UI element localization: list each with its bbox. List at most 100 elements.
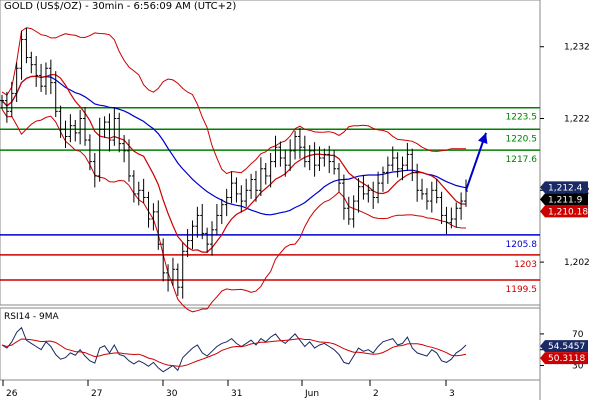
price-bar — [180, 242, 185, 299]
level-label: 1199.5 — [506, 285, 538, 295]
price-bar — [258, 157, 263, 197]
price-bar — [175, 263, 180, 296]
price-bar — [126, 139, 131, 182]
price-bar — [332, 150, 337, 175]
price-bar — [166, 264, 171, 292]
price-bar — [420, 178, 425, 200]
price-bar — [351, 195, 356, 228]
chart-frame — [0, 0, 541, 400]
price-bar — [327, 145, 332, 174]
price-bar — [400, 156, 405, 181]
rsi-line — [1, 326, 467, 373]
price-bar — [454, 202, 459, 228]
price-bar — [122, 135, 127, 163]
price-bar — [415, 163, 420, 202]
price-bar — [112, 107, 117, 146]
price-bar — [361, 175, 366, 200]
price-bar — [376, 171, 381, 204]
price-bar — [24, 28, 29, 64]
price-bar — [273, 135, 278, 168]
price-bar — [385, 156, 390, 184]
moving-average-line — [1, 74, 467, 253]
price-bar — [4, 91, 9, 123]
date-tick-label: 3 — [449, 389, 455, 399]
chart-title: GOLD (US$/OZ) - 30min - 6:56:09 AM (UTC+… — [4, 1, 237, 12]
price-tags: 1,212.4 1,211.9 1,210.18 — [540, 181, 588, 218]
projection-line — [465, 132, 487, 191]
price-bar — [97, 117, 102, 182]
moving-averages — [1, 74, 467, 253]
price-bar — [366, 184, 371, 203]
level-label: 1223.5 — [506, 113, 538, 123]
projection-arrowhead — [477, 132, 488, 144]
support-resistance-levels: 1223.5 1220.5 1217.6 1205.8 1203 1199.5 — [0, 106, 540, 295]
price-bar — [14, 62, 19, 102]
price-tag: 1,210.18 — [540, 205, 588, 218]
level-label: 1203 — [514, 260, 537, 270]
price-bar — [78, 109, 83, 145]
price-bar — [29, 51, 34, 74]
price-bar — [459, 192, 464, 220]
level-label: 1217.6 — [506, 155, 538, 165]
price-bar — [214, 203, 219, 236]
price-bar — [195, 206, 200, 238]
price-bar — [253, 170, 258, 202]
price-bar — [73, 119, 78, 142]
price-tag: 1,211.9 — [540, 193, 588, 206]
price-bar — [34, 56, 39, 87]
price-bar — [297, 127, 302, 159]
price-bar — [380, 166, 385, 192]
price-bar — [190, 220, 195, 250]
price-bar — [307, 145, 312, 171]
price-bar — [63, 120, 68, 148]
price-bar — [87, 134, 92, 171]
price-bar — [92, 152, 97, 188]
price-bar — [410, 148, 415, 181]
price-bar — [185, 229, 190, 258]
price-bar — [205, 227, 210, 253]
level-label: 1220.5 — [506, 134, 538, 144]
price-bar — [102, 116, 107, 138]
price-bar — [170, 257, 175, 286]
price-bar — [210, 221, 215, 256]
price-bar — [68, 114, 73, 143]
price-bar — [449, 207, 454, 229]
price-bar — [219, 198, 224, 225]
price-bar — [288, 139, 293, 171]
price-bar — [337, 163, 342, 192]
price-bar — [390, 146, 395, 171]
price-bar — [268, 152, 273, 188]
price-bar — [371, 181, 376, 209]
price-bar — [293, 130, 298, 160]
price-bar — [43, 62, 48, 95]
price-tick-label: 1,202 — [564, 258, 590, 268]
price-tick-label: 1,222 — [564, 115, 590, 125]
price-bar — [151, 203, 156, 231]
price-bar — [141, 178, 146, 204]
date-tick-label: 30 — [166, 389, 178, 399]
level-label: 1205.8 — [506, 240, 538, 250]
price-bar — [0, 94, 4, 110]
price-bars — [0, 28, 468, 299]
rsi-title: RSI14 - 9MA — [4, 312, 59, 322]
price-bar — [200, 203, 205, 240]
price-bar — [53, 71, 58, 118]
price-bar — [429, 181, 434, 213]
rsi-tick-label: 30 — [572, 362, 584, 372]
price-bar — [83, 107, 88, 146]
rsi-tag-label: 54.5457 — [548, 342, 585, 352]
price-bar — [312, 142, 317, 177]
price-bar — [131, 170, 136, 203]
rsi-ma-line — [1, 338, 467, 367]
price-bar — [283, 149, 288, 177]
price-bar — [239, 185, 244, 213]
price-bar — [161, 238, 166, 282]
price-bar — [356, 178, 361, 213]
projection-arrow — [465, 132, 488, 191]
date-tick-label: 31 — [231, 389, 242, 399]
upper-band — [1, 27, 466, 175]
price-bar — [346, 196, 351, 225]
